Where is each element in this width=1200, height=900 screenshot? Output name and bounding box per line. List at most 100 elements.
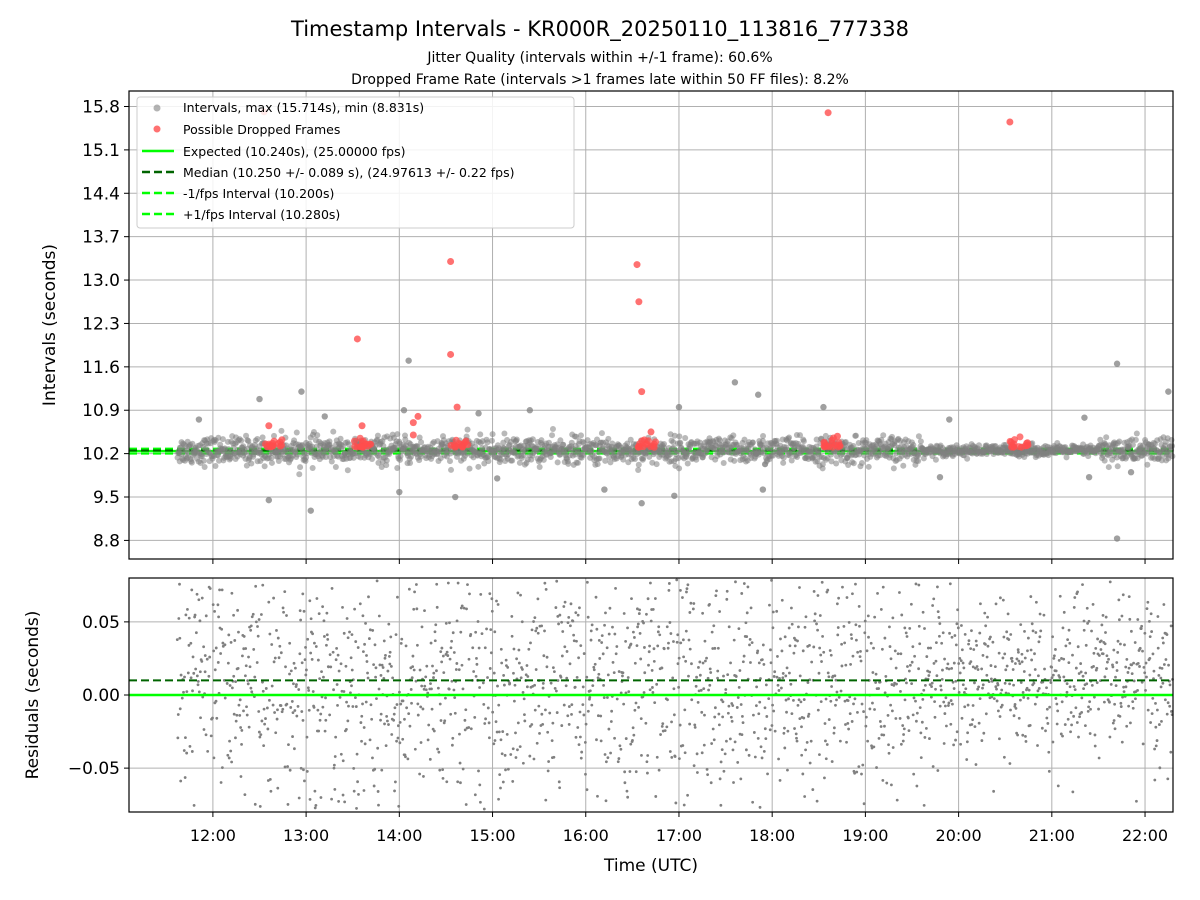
residual-point: [1149, 721, 1152, 724]
residual-point: [336, 703, 339, 707]
interval-point: [1132, 436, 1139, 443]
residual-point: [859, 659, 863, 663]
residual-point: [634, 701, 638, 705]
residual-point: [1060, 657, 1063, 660]
residual-point: [849, 663, 852, 666]
residual-point: [342, 631, 346, 635]
top-y-tick-label: 10.9: [82, 401, 120, 421]
residual-point: [458, 732, 461, 736]
residual-point: [643, 646, 646, 649]
residual-point: [1127, 704, 1131, 708]
interval-point: [1133, 430, 1140, 437]
residual-point: [215, 716, 219, 720]
residual-point: [751, 800, 755, 804]
residual-point: [288, 768, 292, 772]
residual-point: [517, 648, 521, 652]
residual-point: [1002, 635, 1006, 639]
residual-point: [1129, 721, 1132, 725]
residual-point: [192, 803, 196, 807]
residual-point: [1019, 698, 1022, 702]
residual-point: [1162, 663, 1166, 666]
residual-point: [1169, 750, 1173, 754]
residual-point: [263, 722, 267, 726]
residual-point: [961, 661, 965, 665]
residual-point: [213, 609, 217, 613]
residual-point: [1125, 657, 1129, 661]
residual-point: [440, 660, 444, 664]
residual-point: [521, 691, 525, 694]
residual-point: [424, 675, 428, 679]
residual-point: [350, 684, 353, 688]
interval-outlier-point: [1085, 473, 1093, 481]
residual-point: [370, 717, 374, 721]
residual-point: [747, 753, 751, 757]
residual-point: [624, 737, 628, 740]
residual-point: [984, 624, 988, 628]
residual-point: [499, 647, 503, 651]
residual-point: [204, 733, 208, 737]
residual-point: [672, 640, 675, 643]
residual-point: [788, 644, 792, 648]
residual-point: [247, 655, 250, 659]
residual-point: [407, 712, 411, 716]
residual-point: [1135, 799, 1138, 803]
residual-point: [1005, 630, 1009, 634]
residual-point: [974, 763, 978, 766]
residual-point: [777, 757, 780, 761]
residual-point: [579, 756, 583, 760]
residual-point: [1141, 742, 1145, 746]
residual-point: [794, 732, 798, 736]
residual-point: [930, 681, 934, 685]
residual-point: [976, 687, 980, 691]
residual-point: [956, 626, 960, 630]
residual-point: [1028, 724, 1032, 727]
top-x-ticks: [212, 559, 1146, 564]
residual-point: [651, 607, 655, 611]
residual-point: [1065, 682, 1069, 686]
interval-point: [497, 456, 504, 463]
residual-point: [268, 698, 271, 702]
interval-outlier-point: [820, 403, 827, 411]
interval-point: [488, 437, 495, 444]
residual-point: [806, 681, 810, 684]
residual-point: [532, 620, 535, 623]
residual-point: [358, 602, 362, 606]
residual-point: [453, 696, 457, 700]
interval-point: [293, 429, 300, 436]
interval-point: [773, 437, 780, 444]
interval-point: [819, 461, 826, 468]
residual-point: [718, 610, 722, 613]
residual-point: [1029, 595, 1033, 598]
residual-point: [712, 738, 716, 742]
residual-point: [520, 620, 524, 624]
residual-point: [713, 646, 717, 650]
residual-point: [343, 800, 347, 804]
residual-point: [500, 752, 504, 756]
residual-point: [1154, 725, 1158, 729]
residual-point: [556, 615, 560, 618]
residual-point: [970, 723, 974, 726]
residual-point: [833, 674, 837, 678]
residual-point: [339, 662, 343, 666]
residual-point: [1130, 672, 1134, 676]
residual-point: [742, 654, 746, 658]
residual-point: [478, 783, 482, 787]
residual-point: [693, 723, 697, 727]
residual-point: [618, 744, 622, 748]
residual-point: [432, 729, 436, 733]
residual-point: [808, 761, 812, 765]
residual-point: [460, 604, 464, 608]
residual-point: [286, 765, 290, 768]
residual-point: [212, 649, 216, 653]
residual-point: [801, 772, 805, 776]
residual-point: [501, 780, 505, 784]
interval-point: [760, 432, 767, 439]
residual-point: [973, 666, 977, 670]
residual-point: [1088, 732, 1092, 735]
residual-point: [313, 806, 317, 810]
dropped-frame-point: [1024, 441, 1032, 449]
residual-point: [909, 602, 913, 606]
residual-point: [1113, 702, 1117, 706]
residual-point: [792, 651, 796, 655]
residual-point: [1146, 708, 1150, 712]
